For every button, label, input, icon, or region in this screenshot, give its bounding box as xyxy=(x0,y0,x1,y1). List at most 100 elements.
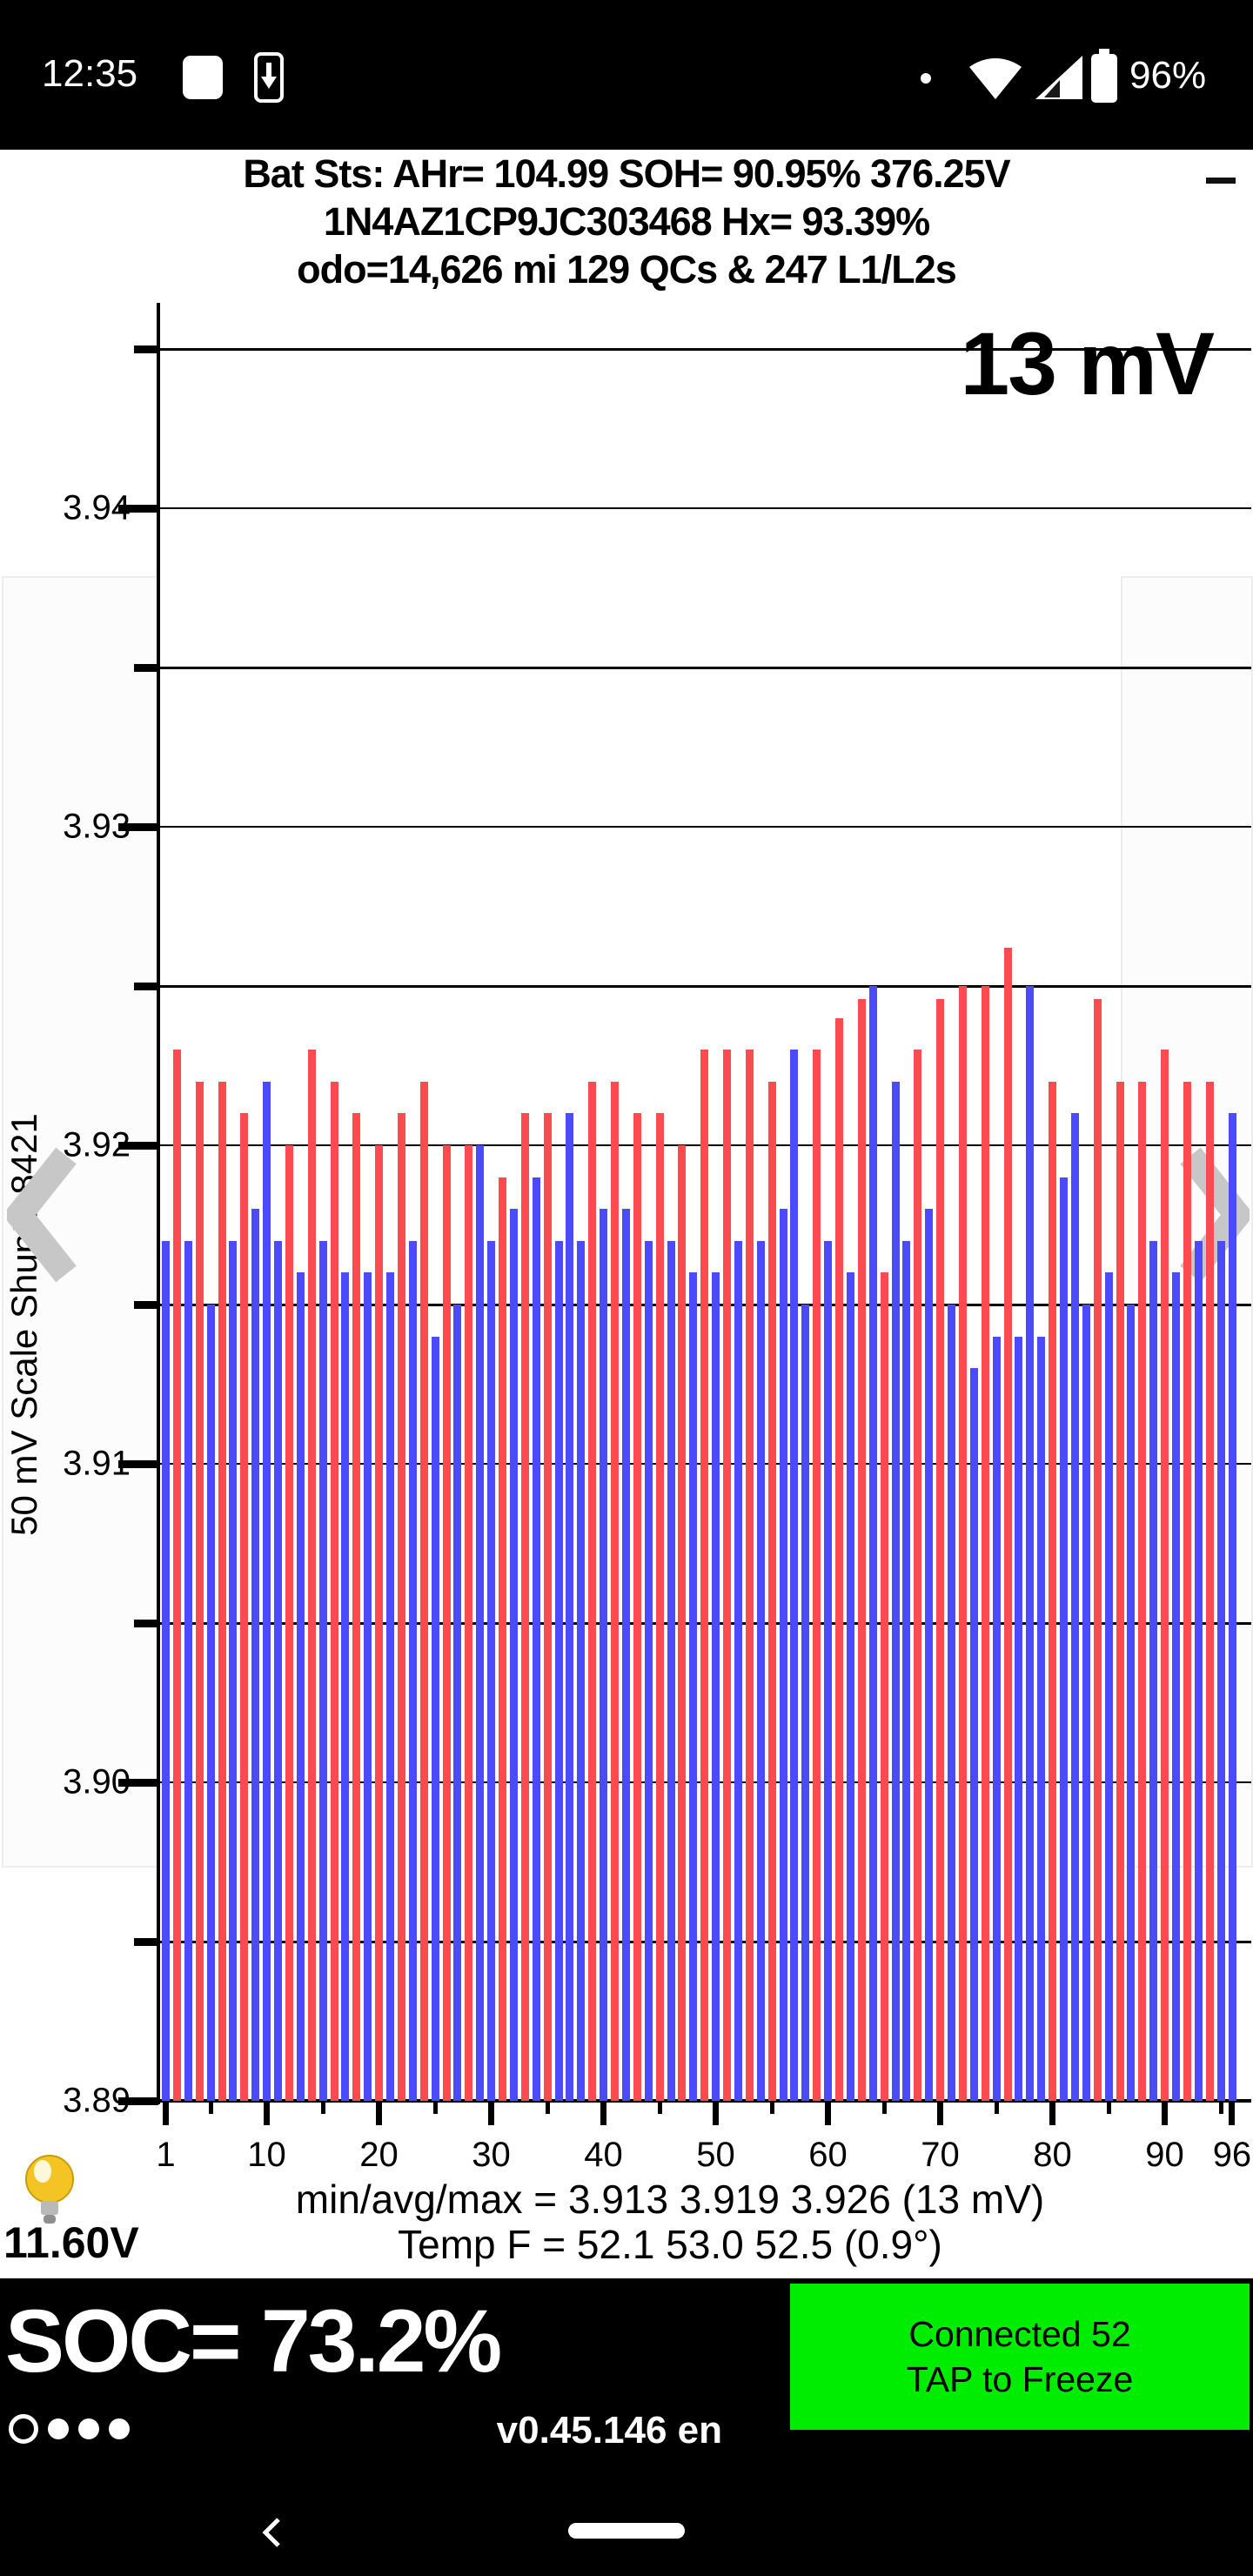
y-axis-line xyxy=(157,303,160,2104)
cell-signal-icon xyxy=(1035,56,1082,99)
y-tick-minor xyxy=(134,1938,158,1946)
cell-voltage-bar-35 xyxy=(543,1113,552,2101)
y-tick-minor xyxy=(134,664,158,672)
y-tick-major xyxy=(118,1779,158,1787)
page-indicator[interactable] xyxy=(9,2414,130,2444)
x-axis-tick-label: 30 xyxy=(472,2136,511,2174)
battery-status-header: Bat Sts: AHr= 104.99 SOH= 90.95% 376.25V… xyxy=(0,150,1253,293)
x-tick-major xyxy=(600,2103,607,2125)
temperature-line: Temp F = 52.1 53.0 52.5 (0.9°) xyxy=(398,2222,942,2267)
cell-voltage-bar-76 xyxy=(1003,948,1012,2101)
page-dot xyxy=(78,2418,99,2439)
x-axis-line xyxy=(157,2099,1251,2103)
cell-voltage-bar-50 xyxy=(712,1272,720,2101)
cell-voltage-bar-90 xyxy=(1161,1050,1169,2101)
cell-voltage-bar-5 xyxy=(206,1305,215,2101)
x-axis-tick-label: 70 xyxy=(921,2136,960,2174)
nav-back-icon[interactable] xyxy=(258,2515,285,2550)
y-tick-major xyxy=(118,823,158,831)
battery-percent: 96% xyxy=(1129,54,1207,97)
cell-voltage-bar-37 xyxy=(566,1113,574,2101)
cell-voltage-bar-22 xyxy=(397,1113,405,2101)
connection-status: Connected 52 xyxy=(908,2314,1131,2354)
cell-voltage-bar-85 xyxy=(1104,1272,1113,2101)
cell-voltage-bar-61 xyxy=(835,1017,843,2101)
y-axis-tick-label: 3.92 xyxy=(63,1125,131,1164)
y-tick-minor xyxy=(134,1620,158,1627)
cell-voltage-bar-8 xyxy=(240,1113,249,2101)
status-dot-icon xyxy=(921,73,931,84)
cell-voltage-bar-10 xyxy=(263,1081,271,2101)
cell-voltage-bar-55 xyxy=(767,1081,776,2101)
x-axis-tick-label: 20 xyxy=(359,2136,399,2174)
x-tick-minor xyxy=(881,2103,887,2114)
cell-voltage-bar-78 xyxy=(1026,986,1035,2101)
cell-voltage-bar-42 xyxy=(621,1209,630,2101)
cell-voltage-bar-39 xyxy=(588,1081,597,2101)
app-version: v0.45.146 en xyxy=(496,2409,722,2452)
y-tick-major xyxy=(118,2097,158,2105)
cell-voltage-bar-92 xyxy=(1183,1081,1191,2101)
x-tick-major xyxy=(825,2103,832,2125)
cell-voltage-bar-69 xyxy=(925,1209,934,2101)
cell-voltage-bar-79 xyxy=(1037,1336,1046,2101)
y-tick-major xyxy=(118,1460,158,1468)
cell-voltage-bar-31 xyxy=(499,1177,506,2101)
cell-voltage-bar-16 xyxy=(330,1081,338,2101)
x-tick-minor xyxy=(1106,2103,1111,2114)
cell-voltage-bar-65 xyxy=(880,1272,888,2101)
cell-voltage-bar-94 xyxy=(1205,1081,1214,2101)
x-tick-major xyxy=(488,2103,495,2125)
y-tick-major xyxy=(118,505,158,513)
x-tick-minor xyxy=(208,2103,213,2114)
cell-voltage-bar-81 xyxy=(1060,1177,1068,2101)
cell-voltage-bar-34 xyxy=(532,1177,540,2101)
gridline-minor xyxy=(158,347,1251,351)
cell-voltage-bar-67 xyxy=(902,1240,911,2101)
nav-home-pill[interactable] xyxy=(568,2523,685,2539)
cell-voltage-bar-59 xyxy=(813,1050,821,2101)
cell-voltage-bar-26 xyxy=(442,1145,451,2101)
cell-voltage-bar-36 xyxy=(554,1240,563,2101)
y-tick-minor xyxy=(134,983,158,990)
cell-voltage-bar-93 xyxy=(1194,1240,1203,2101)
cell-voltage-bar-70 xyxy=(936,998,945,2101)
x-tick-major xyxy=(376,2103,383,2125)
x-axis-tick-label: 50 xyxy=(696,2136,735,2174)
cell-voltage-bar-73 xyxy=(969,1368,978,2101)
x-tick-minor xyxy=(769,2103,774,2114)
cell-voltage-bar-86 xyxy=(1116,1081,1124,2101)
cell-voltage-bar-96 xyxy=(1228,1113,1236,2101)
y-axis-tick-label: 3.90 xyxy=(63,1762,131,1801)
page-dot xyxy=(48,2418,69,2439)
cell-voltage-bar-45 xyxy=(655,1113,664,2101)
aux-battery-voltage: 11.60V xyxy=(3,2218,139,2267)
x-tick-minor xyxy=(994,2103,999,2114)
cell-voltage-bar-6 xyxy=(218,1081,226,2101)
connected-freeze-button[interactable]: Connected 52 TAP to Freeze xyxy=(790,2284,1250,2430)
cell-voltage-bar-57 xyxy=(790,1050,799,2101)
y-axis-tick-label: 3.94 xyxy=(63,488,131,527)
x-axis-tick-label: 80 xyxy=(1033,2136,1072,2174)
cell-voltage-bar-83 xyxy=(1082,1305,1090,2101)
cell-voltage-bar-33 xyxy=(520,1113,529,2101)
cell-voltage-bar-9 xyxy=(251,1209,260,2101)
hamburger-menu-icon[interactable] xyxy=(1206,178,1237,216)
x-tick-minor xyxy=(545,2103,550,2114)
cell-voltage-bar-91 xyxy=(1172,1272,1180,2101)
cell-voltage-bar-11 xyxy=(274,1240,282,2101)
page-previous-chevron-icon[interactable] xyxy=(7,1147,77,1283)
tip-lightbulb-icon[interactable] xyxy=(23,2153,77,2230)
cell-voltage-bar-7 xyxy=(229,1240,238,2101)
cell-voltage-bar-74 xyxy=(981,986,989,2101)
x-tick-minor xyxy=(1218,2103,1223,2114)
y-tick-minor xyxy=(134,345,158,353)
min-avg-max-line: min/avg/max = 3.913 3.919 3.926 (13 mV) xyxy=(295,2177,1045,2222)
x-tick-major xyxy=(162,2103,169,2125)
y-tick-major xyxy=(118,1142,158,1150)
cell-voltage-bar-30 xyxy=(487,1240,496,2101)
x-tick-minor xyxy=(432,2103,438,2114)
clock: 12:35 xyxy=(42,52,138,95)
cell-voltage-bar-20 xyxy=(375,1145,384,2101)
